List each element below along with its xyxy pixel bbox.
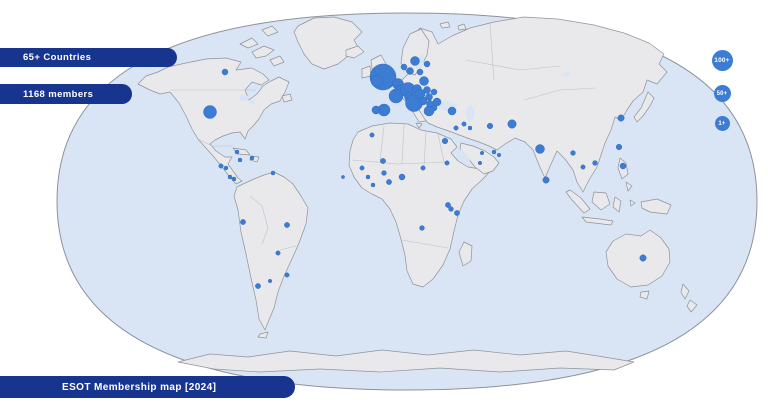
member-bubble-myanmar[interactable]	[570, 150, 576, 156]
continents	[137, 16, 698, 373]
member-bubble-norway[interactable]	[400, 63, 408, 71]
member-bubble-ukraine[interactable]	[430, 88, 438, 96]
member-bubble-syria[interactable]	[467, 125, 473, 131]
member-bubble-india[interactable]	[535, 144, 545, 154]
member-bubble-guatemala[interactable]	[218, 163, 224, 169]
member-bubble-romania[interactable]	[432, 97, 442, 107]
member-bubble-uruguay[interactable]	[284, 272, 290, 278]
member-bubble-sri-lanka[interactable]	[542, 176, 550, 184]
member-bubble-south-korea[interactable]	[617, 114, 625, 122]
member-bubble-uganda[interactable]	[445, 202, 451, 208]
member-bubble-greece[interactable]	[423, 105, 435, 117]
member-bubble-senegal[interactable]	[359, 165, 365, 171]
landmass-antarctica	[177, 349, 635, 373]
legend: 100+ 50+ 1+	[704, 50, 740, 131]
member-bubble-sweden[interactable]	[410, 56, 420, 66]
member-bubble-slovakia[interactable]	[423, 86, 431, 94]
member-bubble-poland[interactable]	[419, 76, 429, 86]
member-bubble-honduras[interactable]	[223, 165, 229, 171]
countries-badge: 65+ Countries	[0, 48, 177, 67]
bubble-layer	[203, 56, 647, 289]
member-bubble-croatia[interactable]	[418, 96, 428, 106]
landmass-eurasia	[395, 16, 668, 193]
member-bubble-paraguay[interactable]	[275, 250, 281, 256]
landmass-indonesia	[565, 189, 636, 226]
member-bubble-turkey[interactable]	[447, 106, 457, 116]
member-bubble-iran[interactable]	[486, 122, 494, 130]
member-bubble-burkina-faso[interactable]	[381, 170, 387, 176]
member-bubble-sudan[interactable]	[444, 160, 450, 166]
landmass-madagascar	[458, 241, 473, 267]
member-bubble-jamaica[interactable]	[237, 157, 243, 163]
member-bubble-uae[interactable]	[496, 152, 502, 158]
countries-badge-label: 65+ Countries	[23, 52, 92, 63]
member-bubble-angola[interactable]	[419, 225, 425, 231]
landmass-australia	[605, 229, 671, 300]
member-bubble-egypt[interactable]	[441, 137, 449, 145]
member-bubble-france[interactable]	[388, 88, 404, 104]
member-bubble-panama[interactable]	[231, 176, 237, 182]
member-bubble-finland[interactable]	[423, 60, 431, 68]
legend-circle-100+: 100+	[711, 50, 733, 71]
member-bubble-afghanistan[interactable]	[507, 119, 517, 129]
member-bubble-peru[interactable]	[240, 219, 246, 225]
arctic-islands	[239, 21, 467, 103]
landmass-africa	[348, 122, 493, 288]
landmass-iceland	[345, 45, 365, 59]
member-bubble-chad[interactable]	[420, 165, 426, 171]
member-bubble-ireland[interactable]	[370, 74, 384, 88]
member-bubble-trinidad[interactable]	[270, 170, 276, 176]
member-bubble-ghana[interactable]	[386, 179, 392, 185]
member-bubble-taiwan[interactable]	[615, 143, 623, 151]
member-bubble-argentina[interactable]	[267, 278, 273, 284]
landmass-new-zealand	[680, 283, 698, 313]
members-badge: 1168 members	[0, 84, 132, 104]
member-bubble-morocco[interactable]	[369, 132, 375, 138]
member-bubble-denmark[interactable]	[406, 67, 414, 75]
member-bubble-dominican-republic[interactable]	[249, 155, 255, 161]
member-bubble-baltics[interactable]	[416, 68, 424, 76]
member-bubble-iraq[interactable]	[461, 121, 467, 127]
member-bubble-eritrea[interactable]	[479, 150, 485, 156]
member-bubble-mali[interactable]	[380, 158, 386, 164]
member-bubble-cyprus[interactable]	[453, 125, 459, 131]
member-bubble-brazil[interactable]	[284, 222, 290, 228]
member-bubble-chile[interactable]	[255, 283, 261, 289]
member-bubble-cuba[interactable]	[234, 149, 240, 155]
legend-circle-50+: 50+	[713, 85, 731, 102]
member-bubble-costa-rica[interactable]	[227, 174, 233, 180]
member-bubble-thailand[interactable]	[580, 164, 586, 170]
member-bubble-yemen[interactable]	[477, 160, 483, 166]
member-bubble-tanzania[interactable]	[454, 210, 460, 216]
member-bubble-saudi-arabia[interactable]	[491, 149, 497, 155]
landmass-new-guinea	[640, 198, 672, 215]
map-caption-label: ESOT Membership map [2024]	[62, 381, 217, 393]
member-bubble-sierra-leone[interactable]	[370, 182, 376, 188]
member-bubble-vietnam[interactable]	[592, 160, 598, 166]
member-bubble-philippines[interactable]	[619, 162, 627, 170]
map-caption-badge: ESOT Membership map [2024]	[0, 376, 295, 398]
member-bubble-usa[interactable]	[203, 105, 217, 119]
member-bubble-kenya[interactable]	[448, 206, 454, 212]
members-badge-label: 1168 members	[23, 88, 94, 100]
member-bubble-portugal[interactable]	[371, 105, 381, 115]
member-bubble-australia[interactable]	[639, 254, 647, 262]
member-bubble-canada[interactable]	[221, 68, 229, 76]
member-bubble-cape-verde[interactable]	[341, 175, 345, 179]
landmass-japan	[633, 91, 655, 123]
member-bubble-niger[interactable]	[398, 173, 406, 181]
country-borders	[170, 23, 597, 251]
member-bubble-guinea[interactable]	[365, 174, 371, 180]
landmass-south-america	[233, 171, 309, 339]
legend-circle-1+: 1+	[714, 116, 730, 131]
landmass-north-america	[137, 57, 290, 185]
